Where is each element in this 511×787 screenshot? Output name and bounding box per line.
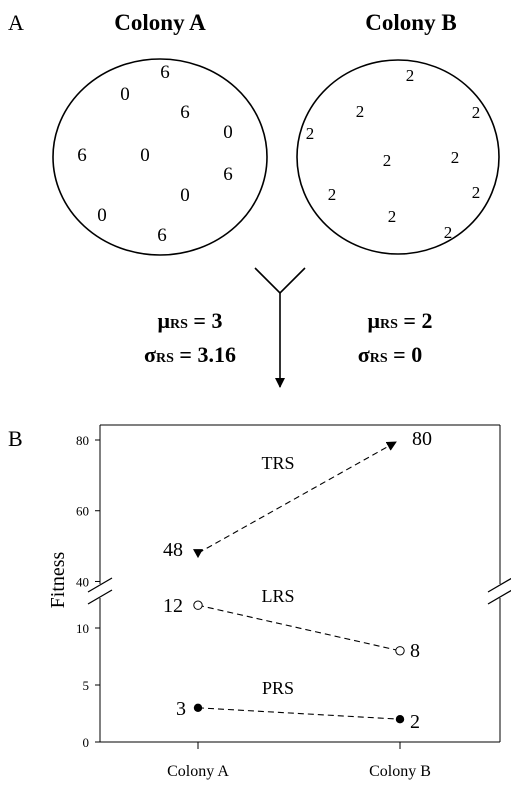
y-tick-label: 80 (76, 433, 89, 448)
point-label: 48 (163, 539, 183, 561)
y-tick-label: 5 (83, 678, 90, 693)
axis-break-mark-left-1 (87, 577, 113, 593)
axis-break-mark-right-1 (487, 577, 511, 593)
series-name-prs: PRS (262, 678, 294, 698)
colony-b-value: 2 (383, 151, 392, 170)
series-layer: 48 80 TRS 12 8 LRS 3 2 PRS (163, 428, 432, 733)
colony-a-title: Colony A (114, 10, 206, 35)
colony-b-circle (296, 59, 500, 255)
colony-a-value: 0 (223, 122, 233, 143)
panel-a-label: A (8, 10, 24, 35)
marker-prs (193, 703, 203, 712)
x-tick-label: Colony B (369, 763, 431, 780)
series-name-lrs: LRS (261, 586, 294, 606)
series-line-trs (197, 441, 397, 554)
marker-trs (193, 549, 203, 559)
colony-b-value: 2 (406, 66, 415, 85)
colony-b-value: 2 (472, 103, 481, 122)
colony-a-value: 0 (97, 205, 107, 226)
colony-b-mean: μRS = 2 (368, 308, 433, 333)
colony-a-value: 0 (140, 145, 150, 166)
series-name-trs: TRS (261, 453, 294, 473)
colony-b-value: 2 (388, 207, 397, 226)
point-label: 2 (410, 711, 420, 733)
y-tick-label: 40 (76, 574, 89, 589)
colony-a-value: 0 (120, 84, 130, 105)
axis-break-mark-left-2 (87, 589, 113, 605)
y-tick-label: 0 (83, 735, 90, 750)
colony-b-value: 2 (328, 185, 337, 204)
series-line-lrs (197, 604, 401, 652)
colony-b-value: 2 (306, 124, 315, 143)
point-label: 3 (176, 698, 186, 720)
marker-prs (395, 715, 405, 724)
colony-b-value: 2 (472, 183, 481, 202)
y-tick-label: 10 (76, 621, 89, 636)
colony-b-value: 2 (444, 223, 453, 242)
x-axis-ticks: Colony A Colony B (167, 742, 431, 780)
colony-a-circle (52, 58, 268, 256)
panel-b-label: B (8, 426, 23, 451)
series-line-prs (197, 707, 401, 720)
y-axis-ticks: 40 60 80 0 5 10 (76, 433, 100, 750)
colony-a-value: 6 (180, 102, 190, 123)
y-axis-label: Fitness (47, 551, 69, 608)
marker-lrs (395, 646, 405, 656)
colony-b-sd: σRS = 0 (358, 342, 422, 367)
point-label: 80 (412, 428, 432, 450)
colony-a-sd: σRS = 3.16 (144, 342, 236, 367)
colony-b-title: Colony B (365, 10, 456, 35)
colony-a-value: 0 (180, 185, 190, 206)
colony-a-value: 6 (160, 62, 170, 83)
point-label: 12 (163, 595, 183, 617)
colony-a-value: 6 (157, 225, 167, 246)
colony-a-value: 6 (77, 145, 87, 166)
y-tick-label: 60 (76, 504, 89, 519)
x-tick-label: Colony A (167, 763, 229, 780)
colony-b-value: 2 (451, 148, 460, 167)
axis-break-mark-right-2 (487, 589, 511, 605)
colony-b-value: 2 (356, 102, 365, 121)
marker-lrs (193, 600, 203, 610)
colony-a-mean: μRS = 3 (158, 308, 223, 333)
merge-connector (254, 267, 306, 295)
colony-a-value: 6 (223, 164, 233, 185)
point-label: 8 (410, 640, 420, 662)
